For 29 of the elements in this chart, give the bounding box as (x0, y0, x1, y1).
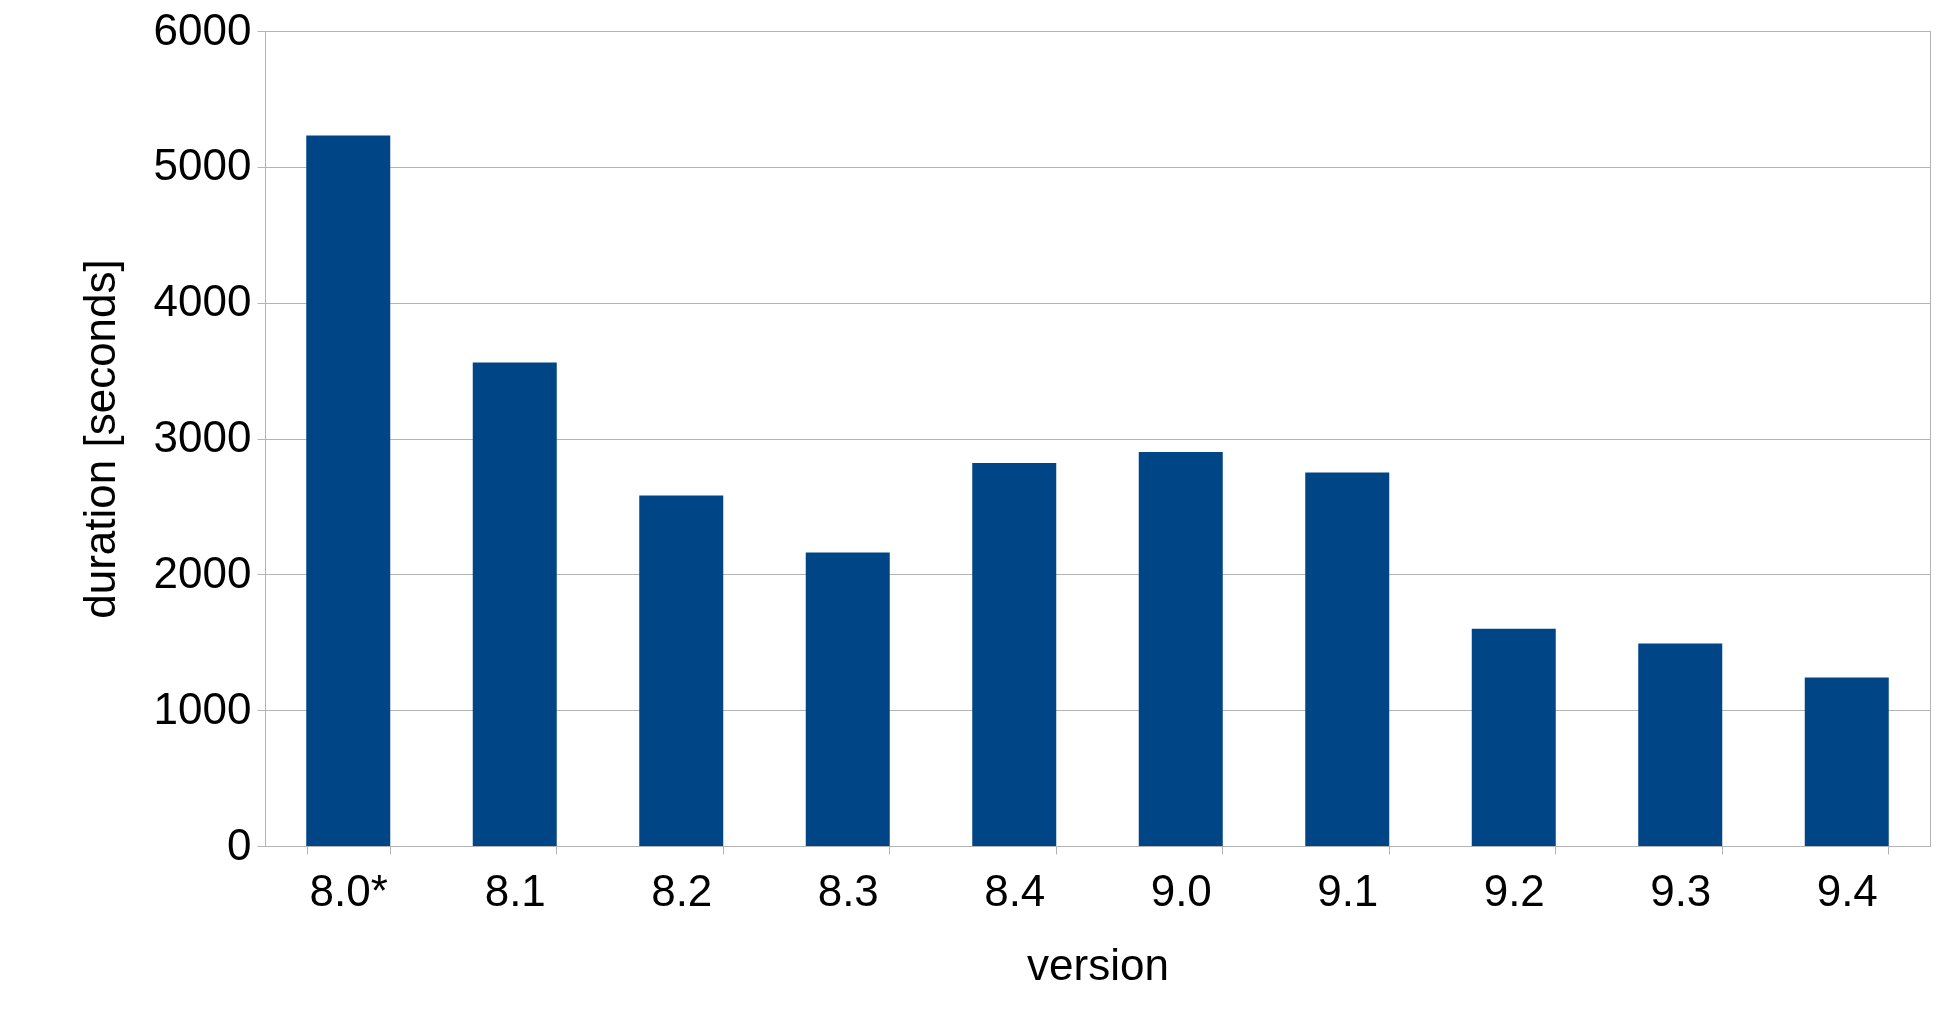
y-tick-label: 4000 (153, 276, 252, 326)
bar (1305, 472, 1390, 846)
bar (1804, 677, 1889, 846)
bar (1638, 643, 1723, 846)
x-tick-label: 9.4 (1816, 865, 1878, 915)
y-tick-label: 2000 (153, 547, 252, 597)
x-axis-title: version (1027, 939, 1169, 989)
y-tick-label: 6000 (153, 4, 252, 54)
x-tick-label: 9.3 (1650, 865, 1712, 915)
bar (1471, 628, 1556, 846)
x-tick-label: 9.2 (1483, 865, 1545, 915)
y-tick-label: 5000 (153, 140, 252, 190)
bar (639, 495, 724, 846)
x-tick-label: 8.0* (309, 865, 388, 915)
y-tick-label: 1000 (153, 683, 252, 733)
bar (972, 462, 1057, 846)
y-tick-label: 0 (227, 819, 252, 869)
y-axis-title: duration [seconds] (74, 259, 124, 619)
bar (1138, 452, 1223, 846)
bar (472, 362, 557, 846)
x-tick-label: 8.1 (484, 865, 546, 915)
bar (306, 135, 391, 846)
x-tick-label: 8.2 (651, 865, 713, 915)
x-tick-label: 9.1 (1317, 865, 1379, 915)
bar (805, 552, 890, 846)
x-tick-label: 8.3 (817, 865, 879, 915)
y-tick-label: 3000 (153, 412, 252, 461)
x-tick-label: 8.4 (984, 865, 1046, 915)
x-tick-label: 9.0 (1150, 865, 1212, 915)
